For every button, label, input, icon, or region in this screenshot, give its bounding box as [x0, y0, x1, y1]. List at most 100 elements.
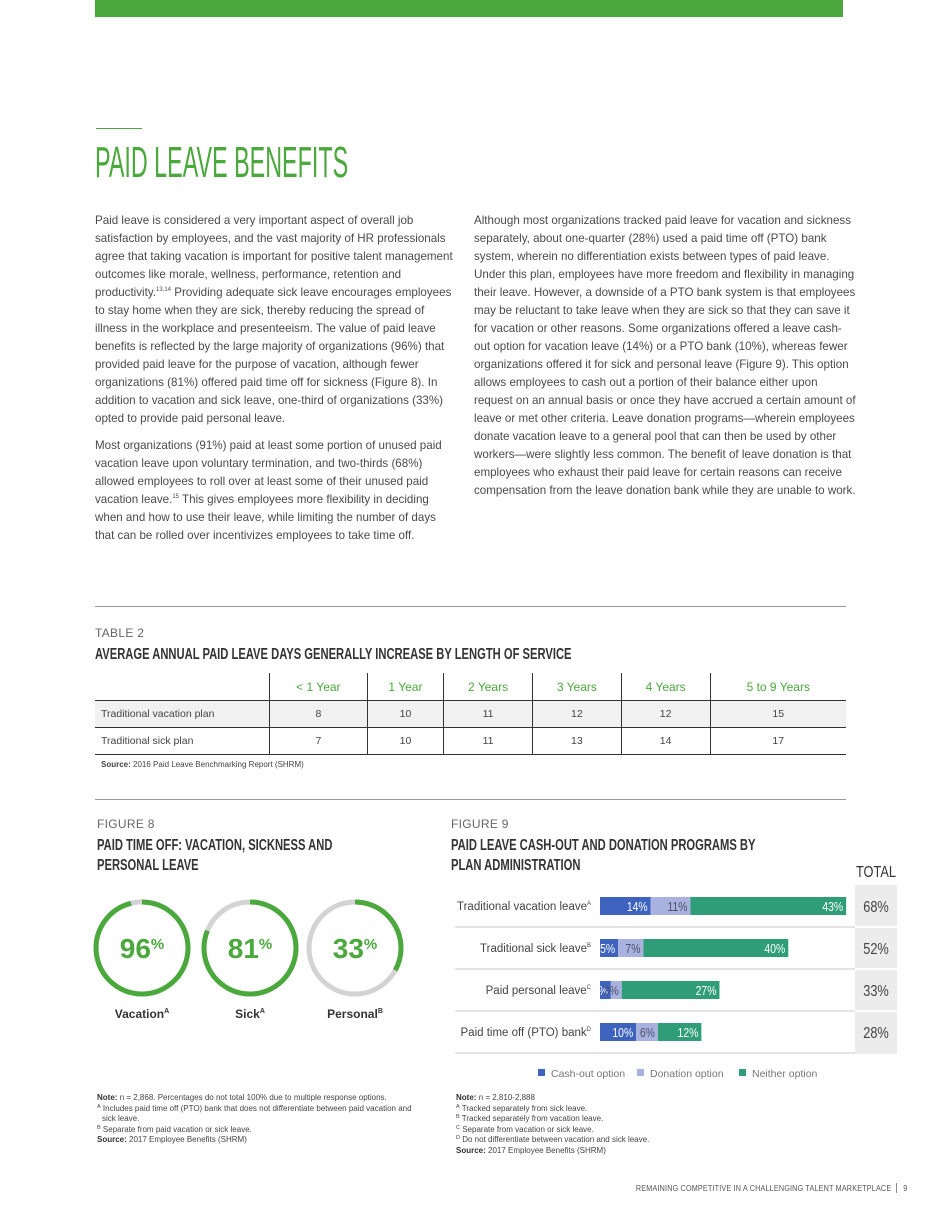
category-note: A [164, 1008, 169, 1015]
header-row: < 1 Year 1 Year 2 Years 3 Years 4 Years 5 to … [95, 673, 846, 701]
cell: 12 [620, 700, 711, 728]
bar-segment [618, 939, 644, 957]
column-header: 3 Years [531, 673, 622, 701]
note-line: C Separate from vacation or sick leave. [456, 1125, 756, 1136]
value-label: 7% [625, 942, 640, 956]
value-label: 27% [696, 984, 717, 998]
note-line: B Separate from paid vacation or sick le… [97, 1125, 422, 1136]
note-line: A Includes paid time off (PTO) bank that… [97, 1104, 422, 1125]
paragraph: Paid leave is considered a very importan… [95, 212, 457, 428]
column-header: 1 Year [366, 673, 444, 701]
note-text: 2017 Employee Benefits (SHRM) [129, 1135, 247, 1144]
bar-segment [610, 981, 622, 999]
note-line: Note: n = 2,868. Percentages do not tota… [97, 1093, 422, 1104]
accent-line [96, 128, 142, 129]
donut-arc [93, 899, 191, 997]
value-label: 3% [604, 984, 619, 998]
note-text: n = 2,810-2,888 [478, 1093, 535, 1102]
category-name: Paid time off (PTO) bank [461, 1027, 587, 1039]
note-text: 2017 Employee Benefits (SHRM) [488, 1145, 606, 1155]
row-label: Traditional vacation plan [95, 700, 270, 728]
total-header: TOTAL [856, 864, 896, 882]
donut-value: 96% [120, 933, 165, 964]
category-label: PersonalB [327, 1007, 383, 1021]
bar-segment [600, 897, 651, 915]
paragraph-text: Most organizations (91%) paid at least s… [95, 439, 442, 506]
divider [95, 799, 846, 800]
bar-segment [643, 939, 789, 957]
note-label: Note: [456, 1093, 477, 1102]
total-value: 28% [863, 1025, 889, 1043]
category-note: B [378, 1008, 383, 1015]
paragraph: Although most organizations tracked paid… [474, 212, 856, 500]
page-number: 9 [896, 1183, 907, 1193]
top-bar [95, 0, 843, 17]
footer-text: REMAINING COMPETITIVE IN A CHALLENGING T… [635, 1183, 891, 1193]
category-note: C [587, 985, 592, 991]
cell: 14 [620, 727, 711, 755]
note-text: Includes paid time off (PTO) bank that d… [102, 1103, 412, 1124]
note-marker: A [97, 1103, 101, 1110]
cell: 10 [366, 700, 444, 728]
cell: 8 [269, 700, 368, 728]
bar-segment [600, 981, 611, 999]
donut-value: 81% [228, 933, 273, 964]
figure-title: PAID TIME OFF: VACATION, SICKNESS AND PE… [97, 837, 333, 874]
category-note: D [587, 1027, 592, 1033]
note-label: Source: [97, 1135, 127, 1144]
category-label: Traditional vacation leaveA [457, 901, 591, 913]
note-marker: B [97, 1124, 101, 1131]
category-name: Vacation [115, 1007, 164, 1021]
column-header: 5 to 9 Years [709, 673, 846, 701]
total-value: 33% [863, 983, 889, 1001]
paragraph: Most organizations (91%) paid at least s… [95, 437, 457, 545]
cell: 10 [366, 727, 444, 755]
note-text: n = 2,868. Percentages do not total 100%… [119, 1093, 387, 1102]
category-label: Paid personal leaveC [486, 985, 592, 997]
value-label: 5% [600, 942, 615, 956]
total-value: 68% [863, 899, 889, 917]
table-source: Source: 2016 Paid Leave Benchmarking Rep… [101, 760, 304, 769]
row-label: Traditional sick plan [95, 727, 270, 755]
note-line: A Tracked separately from sick leave. [456, 1104, 756, 1115]
category-label: VacationA [115, 1007, 169, 1021]
text-column: Although most organizations tracked paid… [474, 212, 856, 509]
bar-segment [600, 939, 619, 957]
category-label: Traditional sick leaveB [480, 943, 591, 955]
value-label: 3% [593, 984, 608, 998]
note-marker: C [456, 1124, 460, 1131]
paragraph-text: Providing adequate sick leave encourages… [95, 286, 452, 425]
legend-label: Cash-out option [551, 1068, 625, 1080]
source-label: Source: [101, 760, 131, 769]
donut-arc [201, 899, 299, 997]
note-text: Separate from paid vacation or sick leav… [102, 1124, 252, 1134]
table-label: TABLE 2 [95, 626, 145, 640]
note-marker: A [456, 1103, 460, 1110]
divider [95, 606, 846, 607]
table-row: Traditional sick plan 7 10 11 13 14 17 [95, 727, 846, 755]
value-label: 14% [627, 900, 648, 914]
value-label: 6% [640, 1026, 655, 1040]
note-line: Note: n = 2,810-2,888 [456, 1093, 756, 1104]
figure-notes: Note: n = 2,868. Percentages do not tota… [97, 1093, 422, 1146]
source-text: 2016 Paid Leave Benchmarking Report (SHR… [133, 760, 304, 769]
category-name: Traditional vacation leave [457, 901, 587, 913]
note-label: Source: [456, 1145, 486, 1155]
note-marker: B [456, 1114, 460, 1120]
cell: 11 [443, 700, 533, 728]
legend-swatch [538, 1069, 545, 1076]
note-label: Note: [97, 1093, 118, 1102]
note-marker: D [456, 1135, 460, 1141]
category-name: Personal [327, 1007, 378, 1021]
note-text: Do not differentiate between vacation an… [462, 1135, 650, 1144]
category-label: Paid time off (PTO) bankD [461, 1027, 592, 1039]
bar-segment [650, 897, 691, 915]
column-header: 2 Years [443, 673, 533, 701]
cell: 17 [709, 727, 846, 755]
column-header: 4 Years [620, 673, 711, 701]
value-label: 11% [667, 900, 688, 914]
bar-segment [690, 897, 847, 915]
bar-segment [600, 1023, 637, 1041]
legend-label: Donation option [650, 1068, 724, 1080]
